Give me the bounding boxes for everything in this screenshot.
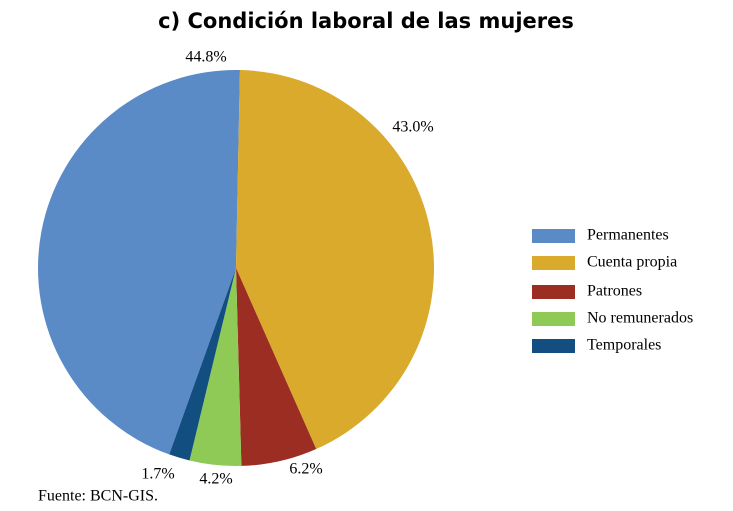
pie-slice xyxy=(169,268,236,461)
legend-swatch xyxy=(532,339,575,353)
chart-title: c) Condición laboral de las mujeres xyxy=(158,9,574,33)
legend-label: Temporales xyxy=(587,337,661,354)
pie-slice xyxy=(38,70,240,455)
legend-label: Permanentes xyxy=(587,227,669,244)
data-label: 44.8% xyxy=(185,49,226,66)
legend-label: No remunerados xyxy=(587,310,693,327)
data-label: 1.7% xyxy=(141,466,174,483)
pie-slice xyxy=(189,268,242,466)
legend-swatch xyxy=(532,256,575,270)
legend-swatch xyxy=(532,229,575,243)
data-label: 4.2% xyxy=(199,471,232,488)
data-label: 6.2% xyxy=(289,461,322,478)
legend-swatch xyxy=(532,285,575,299)
pie-slice xyxy=(236,268,317,466)
source-note: Fuente: BCN-GIS. xyxy=(38,488,158,505)
pie-slice xyxy=(236,70,435,450)
legend-swatch xyxy=(532,312,575,326)
legend-label: Cuenta propia xyxy=(587,254,677,271)
legend-label: Patrones xyxy=(587,283,642,300)
data-label: 43.0% xyxy=(392,119,433,136)
